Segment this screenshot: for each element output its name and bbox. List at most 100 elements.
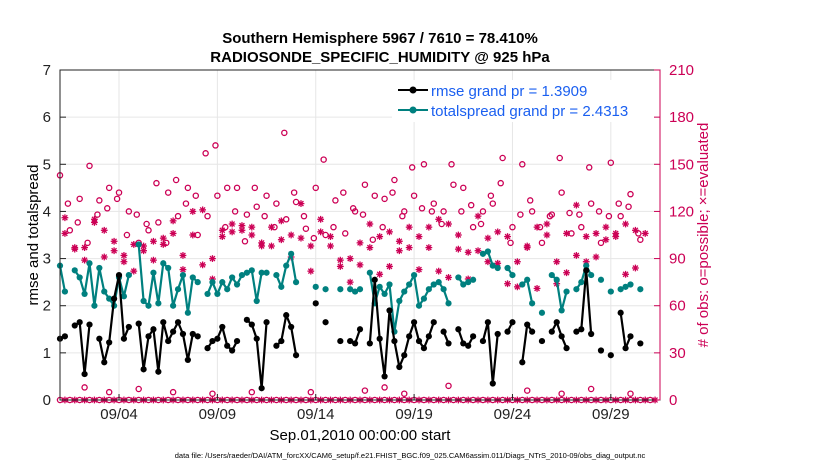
series-point-totalspread: [248, 267, 255, 274]
obs-evaluated-marker: [228, 228, 236, 236]
series-point-totalspread: [558, 307, 565, 314]
obs-evaluated-stroke: [445, 221, 452, 227]
obs-possible-marker: [359, 211, 367, 218]
series-point-totalspread: [588, 271, 595, 279]
y-tick-label: 6: [43, 109, 51, 126]
obs-evaluated-marker: [81, 256, 88, 264]
series-point-rmse: [263, 319, 270, 326]
obs-evaluated-stroke: [219, 233, 226, 240]
series-point-rmse: [420, 345, 428, 352]
series-point-rmse: [179, 330, 187, 338]
series-line-totalspread: [137, 244, 199, 314]
obs-evaluated-marker: [110, 237, 118, 245]
obs-evaluated-stroke: [622, 271, 629, 278]
obs-possible-marker: [332, 197, 339, 204]
obs-possible-marker: [469, 223, 477, 231]
obs-possible-marker: [233, 184, 241, 192]
obs-bottom-possible-marker: [587, 385, 595, 393]
obs-possible-marker: [164, 189, 172, 196]
obs-evaluated-marker: [199, 261, 207, 269]
obs-possible-marker: [497, 179, 504, 187]
legend-rmse-marker: [409, 86, 417, 94]
obs-evaluated-marker: [386, 263, 393, 270]
obs-evaluated-stroke: [71, 244, 78, 251]
series-point-totalspread: [135, 241, 142, 248]
obs-evaluated-marker: [179, 266, 187, 273]
series-point-totalspread: [524, 276, 531, 283]
series-point-rmse: [430, 319, 437, 326]
obs-evaluated-stroke: [248, 232, 255, 238]
series-point-totalspread: [627, 281, 634, 288]
series-point-rmse: [607, 352, 614, 359]
series-point-rmse: [504, 328, 511, 335]
series-line-rmse: [275, 314, 298, 356]
obs-evaluated-stroke: [347, 279, 354, 286]
series-point-totalspread: [278, 283, 285, 290]
series-point-rmse: [312, 300, 319, 307]
obs-evaluated-stroke: [317, 228, 324, 235]
obs-possible-marker: [399, 212, 406, 220]
obs-possible-marker: [74, 219, 82, 226]
obs-possible-marker: [133, 211, 141, 218]
obs-evaluated-stroke: [543, 232, 550, 238]
series-point-rmse: [396, 363, 403, 371]
obs-evaluated-stroke: [111, 247, 118, 254]
obs-evaluated-marker: [553, 258, 561, 266]
y-right-tick-label: 180: [669, 109, 694, 126]
obs-evaluated-stroke: [307, 268, 314, 275]
obs-evaluated-stroke: [386, 228, 393, 235]
series-point-totalspread: [174, 286, 182, 293]
series-point-totalspread: [322, 286, 329, 293]
obs-possible-marker: [605, 212, 613, 220]
obs-evaluated-stroke: [160, 241, 167, 248]
obs-possible-marker: [546, 212, 554, 220]
obs-evaluated-stroke: [239, 227, 245, 234]
obs-evaluated-marker: [336, 263, 344, 270]
series-point-totalspread: [553, 276, 560, 283]
obs-possible-marker: [509, 223, 516, 231]
obs-possible-marker: [519, 161, 526, 168]
obs-evaluated-marker: [366, 244, 374, 251]
series-point-rmse: [135, 320, 142, 327]
series-point-totalspread: [617, 286, 624, 293]
obs-possible-marker: [595, 208, 603, 215]
obs-possible-marker: [408, 164, 416, 171]
obs-evaluated-stroke: [494, 260, 501, 267]
series-point-rmse: [455, 326, 462, 333]
obs-possible-marker: [290, 189, 298, 196]
series-point-totalspread: [184, 309, 191, 316]
series-point-totalspread: [288, 250, 295, 257]
obs-evaluated-marker: [435, 215, 443, 223]
obs-evaluated-marker: [100, 226, 108, 234]
obs-possible-marker: [576, 211, 583, 218]
series-point-rmse: [292, 352, 300, 359]
series-point-totalspread: [519, 281, 526, 288]
chart-subtitle: RADIOSONDE_SPECIFIC_HUMIDITY @ 925 hPa: [210, 49, 550, 66]
obs-possible-marker: [310, 234, 318, 242]
obs-evaluated-marker: [445, 220, 452, 228]
obs-evaluated-stroke: [602, 236, 609, 243]
obs-possible-marker: [172, 176, 180, 184]
series-line-rmse: [575, 269, 593, 335]
series-point-rmse: [174, 319, 182, 326]
obs-possible-marker: [361, 181, 369, 188]
obs-possible-marker: [467, 201, 475, 209]
obs-evaluated-stroke: [563, 230, 570, 237]
y-tick-label: 1: [43, 345, 51, 362]
y-right-tick-label: 120: [669, 203, 694, 220]
obs-evaluated-marker: [356, 261, 364, 269]
x-axis-ticks: 09/04 09/09 09/14 09/19 09/24 09/29: [100, 394, 630, 423]
obs-evaluated-stroke: [337, 257, 344, 264]
x-tick-label: 09/29: [592, 406, 630, 423]
series-point-rmse: [204, 345, 211, 352]
obs-possible-marker: [389, 189, 396, 196]
series-point-rmse: [258, 385, 265, 392]
obs-possible-marker: [625, 203, 632, 210]
obs-evaluated-stroke: [288, 232, 295, 238]
obs-evaluated-stroke: [445, 274, 452, 281]
series-point-totalspread: [504, 264, 511, 272]
series-point-rmse: [489, 380, 496, 387]
series-point-rmse: [243, 316, 250, 323]
obs-possible-marker: [430, 200, 438, 207]
obs-possible-marker: [617, 212, 624, 220]
